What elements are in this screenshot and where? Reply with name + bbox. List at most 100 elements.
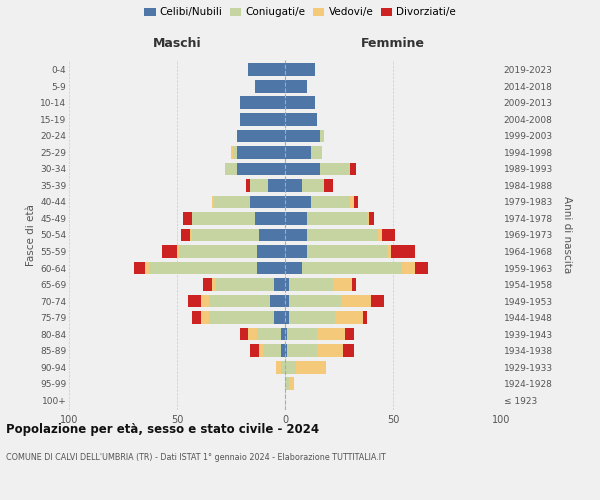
Bar [320,130,324,142]
Legend: Celibi/Nubili, Coniugati/e, Vedovi/e, Divorziati/e: Celibi/Nubili, Coniugati/e, Vedovi/e, Di… [142,5,458,20]
Bar [285,80,307,93]
Bar [354,196,358,208]
Bar [285,130,320,142]
Bar [216,278,274,291]
Bar [382,228,395,241]
Bar [259,228,285,241]
Bar [335,311,363,324]
Bar [332,278,352,291]
Bar [209,294,270,308]
Bar [250,179,268,192]
Bar [289,311,335,324]
Bar [287,344,317,357]
Bar [238,146,285,159]
Bar [259,344,263,357]
Bar [285,262,302,274]
Bar [317,328,346,340]
Text: Popolazione per età, sesso e stato civile - 2024: Popolazione per età, sesso e stato civil… [6,422,319,436]
Bar [346,328,354,340]
Bar [296,360,326,374]
Bar [378,228,382,241]
Bar [246,179,250,192]
Bar [285,245,307,258]
Bar [281,360,285,374]
Bar [371,294,385,308]
Text: Maschi: Maschi [152,37,202,50]
Bar [311,146,322,159]
Bar [285,162,320,175]
Bar [281,344,285,357]
Bar [285,328,287,340]
Bar [386,245,391,258]
Bar [285,212,307,225]
Bar [250,196,285,208]
Bar [255,212,285,225]
Bar [192,228,259,241]
Bar [401,262,415,274]
Bar [320,162,350,175]
Bar [350,196,354,208]
Text: COMUNE DI CALVI DELL'UMBRIA (TR) - Dati ISTAT 1° gennaio 2024 - Elaborazione TUT: COMUNE DI CALVI DELL'UMBRIA (TR) - Dati … [6,452,386,462]
Bar [343,344,354,357]
Bar [285,344,287,357]
Bar [233,146,238,159]
Bar [324,179,332,192]
Bar [214,196,250,208]
Y-axis label: Anni di nascita: Anni di nascita [562,196,572,274]
Bar [285,294,289,308]
Bar [341,294,371,308]
Bar [248,328,257,340]
Bar [307,228,378,241]
Bar [177,245,179,258]
Bar [307,212,367,225]
Bar [257,262,285,274]
Bar [317,344,343,357]
Bar [285,377,289,390]
Bar [287,328,317,340]
Bar [192,311,201,324]
Bar [212,196,214,208]
Bar [239,96,285,110]
Bar [179,245,257,258]
Bar [285,278,289,291]
Y-axis label: Fasce di età: Fasce di età [26,204,36,266]
Bar [285,179,302,192]
Bar [238,130,285,142]
Bar [285,228,307,241]
Bar [181,228,190,241]
Bar [201,294,209,308]
Bar [369,212,374,225]
Bar [257,245,285,258]
Bar [274,311,285,324]
Bar [307,245,386,258]
Bar [350,162,356,175]
Bar [162,245,177,258]
Bar [268,179,285,192]
Bar [188,294,201,308]
Bar [239,328,248,340]
Bar [285,196,311,208]
Bar [263,344,281,357]
Bar [285,360,296,374]
Bar [289,278,332,291]
Bar [367,212,369,225]
Bar [289,294,341,308]
Bar [302,179,324,192]
Bar [212,278,216,291]
Bar [231,146,233,159]
Bar [270,294,285,308]
Bar [391,245,415,258]
Bar [239,113,285,126]
Text: Femmine: Femmine [361,37,425,50]
Bar [363,311,367,324]
Bar [134,262,145,274]
Bar [255,80,285,93]
Bar [285,311,289,324]
Bar [201,311,209,324]
Bar [190,228,192,241]
Bar [238,162,285,175]
Bar [192,212,255,225]
Bar [224,162,238,175]
Bar [281,328,285,340]
Bar [209,311,274,324]
